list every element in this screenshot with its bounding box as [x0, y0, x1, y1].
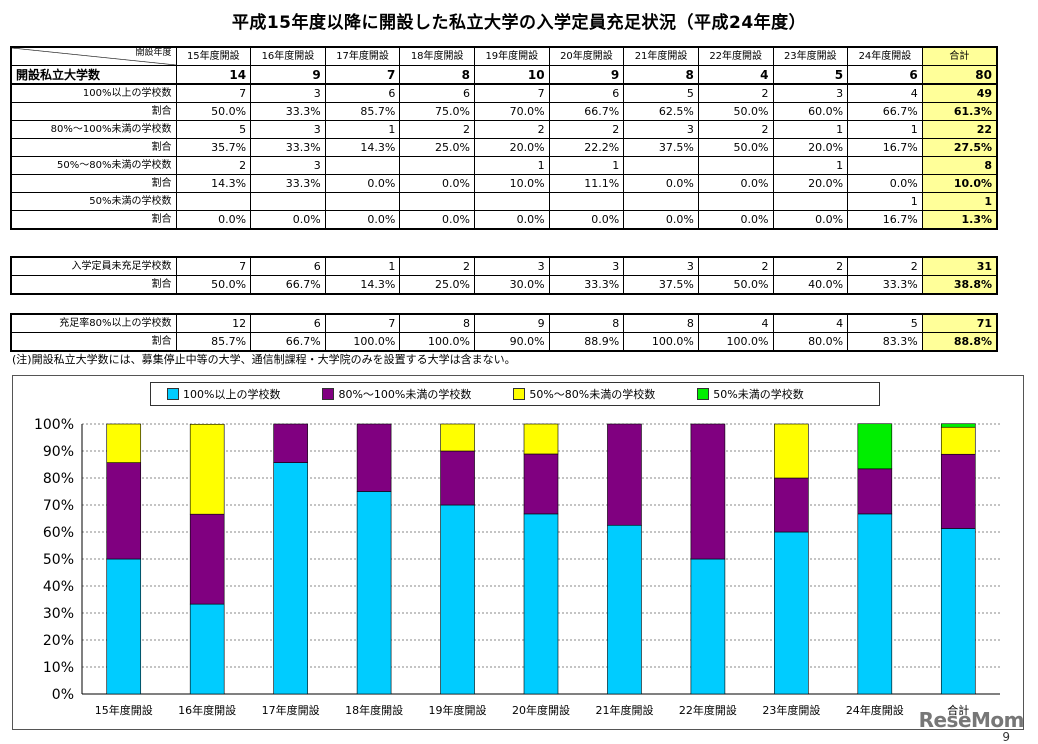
y-tick-label: 50%	[43, 552, 74, 568]
watermark-logo: ReseMom	[919, 708, 1024, 732]
y-tick-label: 60%	[43, 525, 74, 541]
bar-segment	[858, 424, 892, 469]
bar-segment	[607, 525, 641, 694]
legend-label: 80%～100%未満の学校数	[338, 386, 471, 402]
bar-segment	[441, 424, 475, 451]
y-tick-label: 100%	[34, 417, 74, 433]
x-tick-label: 21年度開設	[595, 703, 653, 717]
x-tick-label: 17年度開設	[262, 703, 320, 717]
bar-segment	[941, 528, 975, 694]
bar-segment	[691, 424, 725, 559]
bar-segment	[190, 604, 224, 694]
y-tick-label: 20%	[43, 633, 74, 649]
legend-item: 80%～100%未満の学校数	[322, 386, 471, 402]
page-number: 9	[1002, 730, 1010, 744]
bar-segment	[774, 424, 808, 478]
bar-segment	[941, 454, 975, 528]
chart-legend: 100%以上の学校数 80%～100%未満の学校数 50%～80%未満の学校数 50%…	[150, 382, 880, 406]
legend-item: 50%～80%未満の学校数	[513, 386, 655, 402]
legend-swatch	[167, 388, 179, 400]
x-tick-label: 24年度開設	[846, 703, 904, 717]
x-tick-label: 20年度開設	[512, 703, 570, 717]
bar-segment	[524, 514, 558, 694]
bar-segment	[107, 463, 141, 559]
bar-segment	[941, 424, 975, 428]
bar-segment	[274, 463, 308, 694]
x-tick-label: 19年度開設	[429, 703, 487, 717]
bar-segment	[858, 469, 892, 514]
y-tick-label: 70%	[43, 498, 74, 514]
bar-segment	[607, 424, 641, 525]
x-tick-label: 18年度開設	[345, 703, 403, 717]
bar-segment	[524, 454, 558, 514]
x-tick-label: 16年度開設	[178, 703, 236, 717]
legend-swatch	[322, 388, 334, 400]
y-tick-label: 10%	[43, 660, 74, 676]
bar-segment	[774, 478, 808, 532]
legend-swatch	[697, 388, 709, 400]
bar-segment	[441, 451, 475, 505]
bar-segment	[274, 424, 308, 463]
legend-item: 100%以上の学校数	[167, 386, 280, 402]
bar-segment	[107, 559, 141, 694]
x-tick-label: 23年度開設	[762, 703, 820, 717]
y-tick-label: 40%	[43, 579, 74, 595]
bar-segment	[357, 492, 391, 695]
bar-segment	[524, 424, 558, 454]
bar-segment	[190, 424, 224, 514]
y-tick-label: 30%	[43, 606, 74, 622]
bar-segment	[941, 427, 975, 454]
x-tick-label: 22年度開設	[679, 703, 737, 717]
y-tick-label: 80%	[43, 471, 74, 487]
y-tick-label: 90%	[43, 444, 74, 460]
bar-segment	[691, 559, 725, 694]
bar-segment	[190, 514, 224, 604]
legend-item: 50%未満の学校数	[697, 386, 803, 402]
legend-label: 50%～80%未満の学校数	[529, 386, 655, 402]
bar-segment	[357, 424, 391, 492]
bar-segment	[107, 424, 141, 463]
legend-label: 100%以上の学校数	[183, 386, 280, 402]
x-tick-label: 15年度開設	[95, 703, 153, 717]
bar-segment	[441, 505, 475, 694]
y-tick-label: 0%	[52, 687, 74, 703]
legend-label: 50%未満の学校数	[713, 386, 803, 402]
legend-swatch	[513, 388, 525, 400]
bar-segment	[774, 532, 808, 694]
bar-segment	[858, 514, 892, 694]
